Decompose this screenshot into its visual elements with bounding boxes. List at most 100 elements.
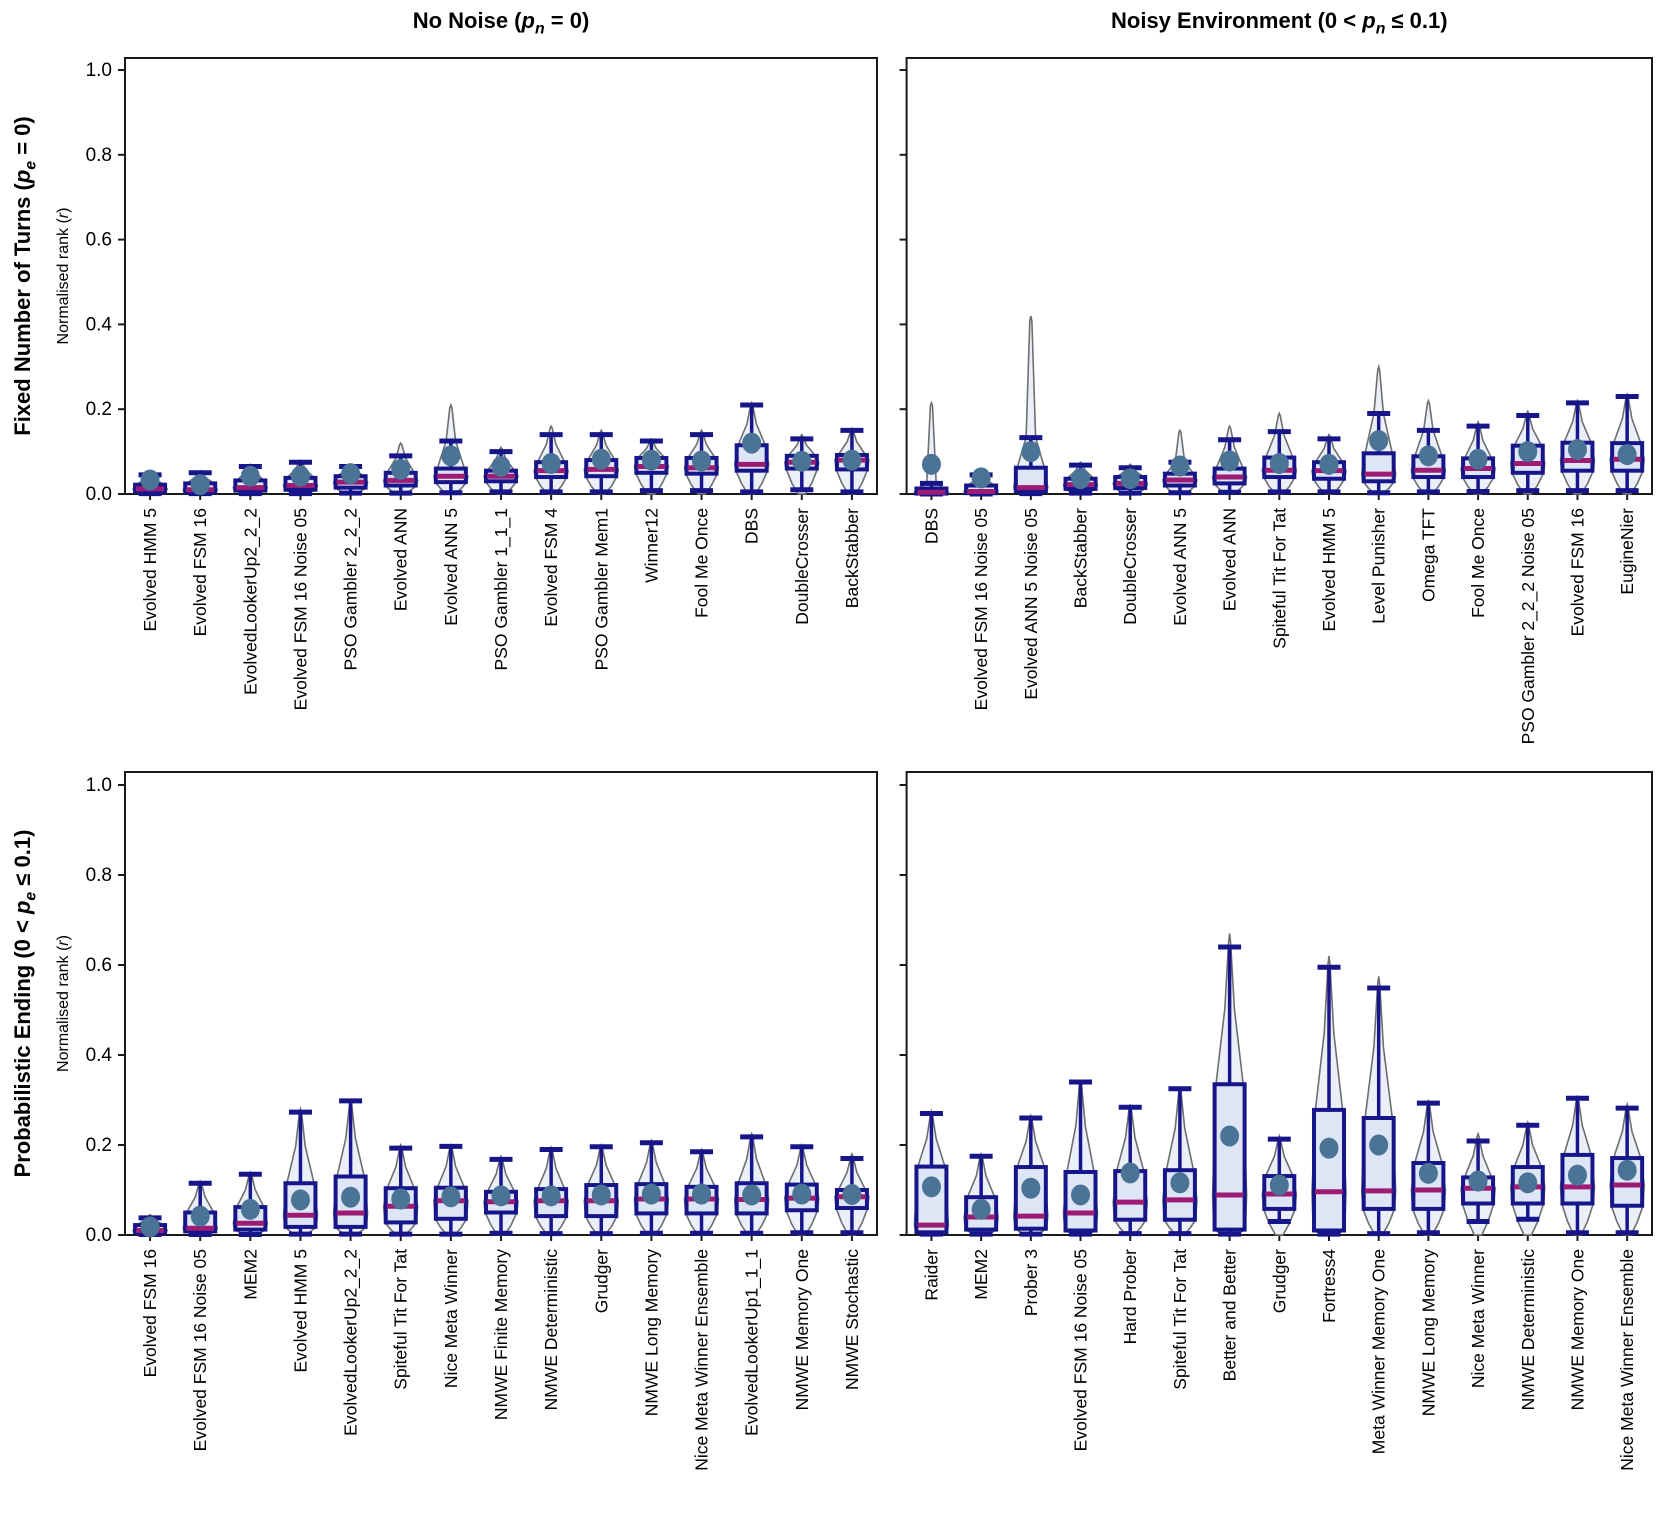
mean-dot	[641, 449, 661, 471]
x-tick-label: Meta Winner Memory One	[1369, 1249, 1389, 1454]
x-tick-label: Omega TFT	[1418, 508, 1438, 602]
iqr-box	[1311, 1107, 1346, 1233]
mean-dot	[792, 450, 812, 472]
x-tick-label: Better and Better	[1220, 1249, 1240, 1381]
x-tick-label: PSO Gambler 2_2_2 Noise 05	[1518, 508, 1539, 744]
mean-dot	[541, 452, 561, 474]
x-tick-label: Nice Meta Winner	[1468, 1249, 1488, 1388]
strategy-fixed_noisy-1: Evolved FSM 16 Noise 05	[963, 467, 1000, 710]
strategy-fixed_no_noise-1: Evolved FSM 16	[182, 469, 219, 636]
mean-dot	[1319, 1137, 1339, 1159]
x-tick-label: Evolved HMM 5	[290, 1249, 310, 1373]
x-tick-label: MEM2	[240, 1249, 260, 1300]
y-tick-label: 0.4	[86, 1045, 113, 1066]
mean-dot	[1071, 468, 1091, 490]
row-title-0: Fixed Number of Turns (pe = 0)	[10, 116, 40, 436]
mean-dot	[140, 1216, 160, 1238]
mean-dot	[541, 1185, 561, 1207]
panel-fixed_no_noise: 0.0 0.2 0.4 0.6 0.8 1.0 Normalised rank (r) Evo…	[55, 57, 878, 710]
x-tick-label: EvolvedLookerUp2_2_2	[240, 508, 261, 695]
x-tick-label: NMWE Stochastic	[842, 1249, 862, 1390]
mean-dot	[792, 1183, 812, 1205]
mean-dot	[1220, 1125, 1240, 1147]
strategy-prob_no_noise-4: EvolvedLookerUp2_2_2	[332, 1098, 369, 1436]
mean-dot	[1220, 450, 1240, 472]
y-tick-label: 0.8	[86, 865, 112, 886]
strategy-fixed_noisy-4: DoubleCrosser	[1112, 463, 1149, 625]
strategy-fixed_no_noise-14: BackStabber	[834, 426, 870, 608]
strategy-prob_noisy-12: NMWE Deterministic	[1509, 1119, 1546, 1410]
strategy-prob_no_noise-12: EvolvedLookerUp1_1_1	[733, 1131, 770, 1436]
mean-dot	[240, 465, 260, 487]
x-tick-label: Fool Me Once	[692, 508, 712, 618]
strategy-prob_noisy-6: Better and Better	[1211, 933, 1248, 1381]
strategy-prob_no_noise-0: Evolved FSM 16	[132, 1213, 169, 1377]
mean-dot	[591, 448, 611, 470]
strategy-prob_noisy-8: Fortress4	[1311, 955, 1347, 1323]
strategy-prob_no_noise-5: Spiteful Tit For Tat	[382, 1142, 419, 1390]
x-tick-label: Evolved ANN 5 Noise 05	[1021, 508, 1041, 700]
mean-dot	[491, 1185, 511, 1207]
x-tick-label: Evolved HMM 5	[140, 508, 160, 632]
mean-dot	[391, 1188, 411, 1210]
strategy-prob_noisy-0: Raider	[913, 1108, 950, 1301]
strategy-prob_no_noise-7: NMWE Finite Memory	[483, 1154, 519, 1420]
x-tick-label: EugineNier	[1617, 508, 1637, 595]
iqr-box	[1361, 1116, 1396, 1211]
mean-dot	[1021, 1177, 1041, 1199]
x-tick-label: Evolved FSM 16 Noise 05	[290, 508, 310, 710]
mean-dot	[921, 453, 941, 475]
x-tick-label: Prober 3	[1021, 1249, 1041, 1316]
strategy-fixed_no_noise-8: Evolved FSM 4	[533, 424, 569, 627]
x-tick-label: DBS	[742, 508, 762, 544]
mean-dot	[1518, 441, 1538, 463]
strategy-prob_no_noise-9: Grudger	[583, 1142, 620, 1313]
mean-dot	[1518, 1172, 1538, 1194]
x-tick-label: Grudger	[1269, 1249, 1289, 1313]
x-tick-label: Evolved FSM 16 Noise 05	[971, 508, 991, 710]
mean-dot	[1369, 1134, 1389, 1156]
x-tick-label: DoubleCrosser	[1120, 508, 1140, 625]
mean-dot	[341, 463, 361, 485]
mean-dot	[240, 1198, 260, 1220]
strategy-prob_noisy-13: NMWE Memory One	[1559, 1095, 1596, 1410]
x-tick-label: Nice Meta Winner	[441, 1249, 461, 1388]
panel-frame-fixed_no_noise	[124, 57, 878, 495]
strategy-fixed_no_noise-5: Evolved ANN	[382, 441, 419, 611]
strategy-fixed_noisy-10: Omega TFT	[1410, 398, 1447, 602]
strategy-prob_no_noise-13: NMWE Memory One	[783, 1142, 820, 1410]
x-tick-label: EvolvedLookerUp1_1_1	[742, 1249, 763, 1436]
y-tick-label: 0.0	[86, 1225, 112, 1246]
mean-dot	[971, 467, 991, 489]
mean-dot	[1369, 430, 1389, 452]
mean-dot	[1319, 453, 1339, 475]
x-tick-label: BackStabber	[1071, 508, 1091, 608]
mean-dot	[1418, 1162, 1438, 1184]
x-tick-label: Evolved FSM 16	[1567, 508, 1587, 636]
mean-dot	[1269, 1174, 1289, 1196]
strategy-fixed_no_noise-10: Winner12	[633, 437, 670, 583]
mean-dot	[1418, 445, 1438, 467]
mean-dot	[641, 1183, 661, 1205]
y-tick-label: 0.6	[86, 955, 112, 976]
strategy-prob_no_noise-3: Evolved HMM 5	[282, 1105, 319, 1373]
strategy-prob_noisy-2: Prober 3	[1012, 1113, 1049, 1316]
x-tick-label: Evolved ANN	[1220, 508, 1240, 611]
mean-dot	[441, 445, 461, 467]
strategy-prob_noisy-7: Grudger	[1261, 1133, 1298, 1313]
x-tick-label: Grudger	[591, 1249, 611, 1313]
mean-dot	[842, 449, 862, 471]
x-tick-label: Evolved FSM 16	[190, 508, 210, 636]
strategy-fixed_no_noise-11: Fool Me Once	[683, 428, 720, 618]
strategy-fixed_no_noise-6: Evolved ANN 5	[433, 402, 469, 626]
mean-dot	[1617, 1159, 1637, 1181]
y-axis-label: Normalised rank (r)	[55, 935, 72, 1072]
x-tick-label: Evolved FSM 16	[140, 1249, 160, 1377]
x-tick-label: Winner12	[641, 508, 661, 583]
mean-dot	[742, 432, 762, 454]
violin	[913, 400, 950, 495]
iqr-box	[914, 1164, 949, 1235]
mean-dot	[140, 469, 160, 491]
mean-dot	[341, 1186, 361, 1208]
